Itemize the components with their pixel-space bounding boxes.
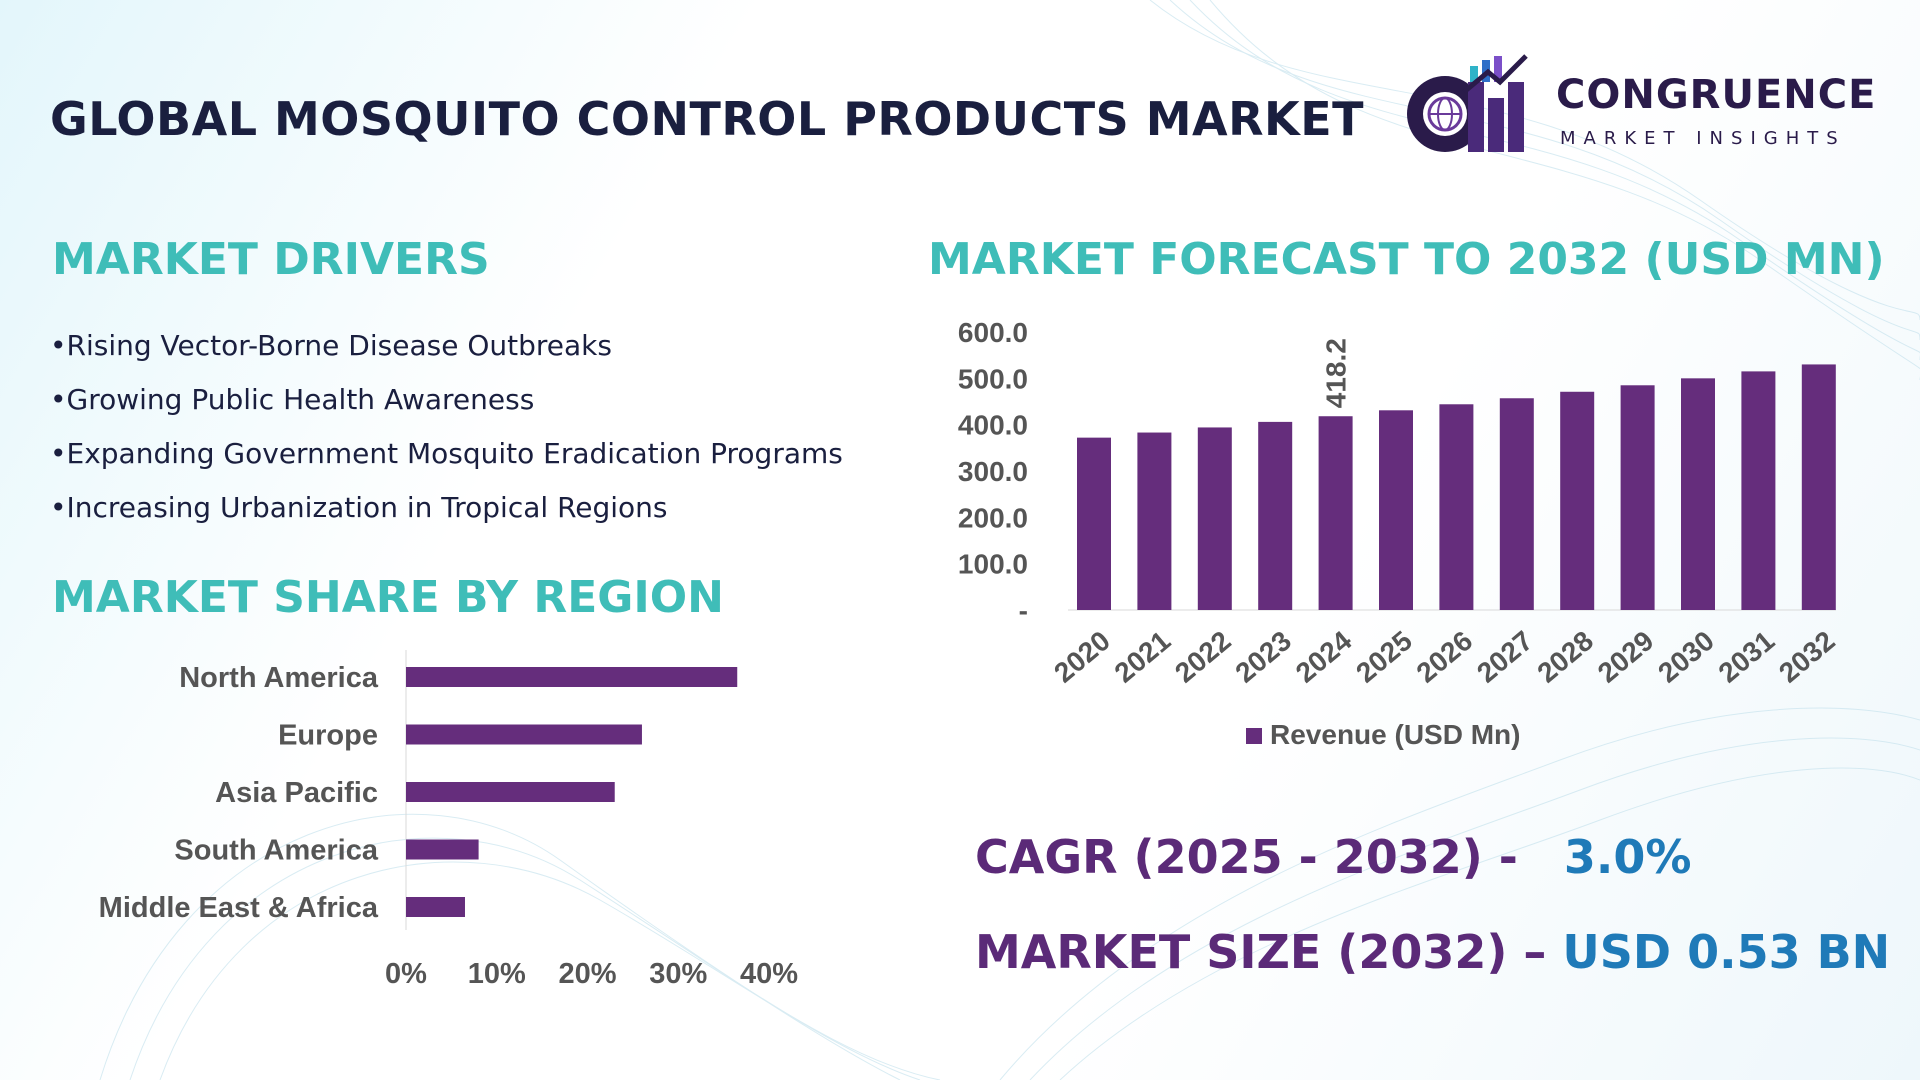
region-bar (406, 667, 738, 687)
forecast-x-tick-label: 2023 (1229, 625, 1297, 689)
forecast-x-tick-label: 2025 (1350, 625, 1418, 689)
drivers-list: Rising Vector-Borne Disease Outbreaks Gr… (50, 322, 843, 538)
region-bar (406, 839, 479, 860)
market-size-label: MARKET SIZE (2032) – (975, 925, 1547, 979)
forecast-x-tick-label: 2021 (1109, 625, 1177, 689)
cagr-kpi: CAGR (2025 - 2032) - 3.0% (975, 830, 1691, 884)
drivers-heading: MARKET DRIVERS (52, 234, 490, 285)
region-category-label: Asia Pacific (215, 777, 378, 809)
forecast-x-tick-label: 2026 (1411, 625, 1479, 689)
forecast-y-tick-label: 100.0 (958, 549, 1028, 580)
forecast-x-tick-label: 2022 (1169, 625, 1237, 689)
forecast-bar (1379, 410, 1413, 610)
company-logo: CONGRUENCE MARKET INSIGHTS (1400, 52, 1880, 162)
page-title: GLOBAL MOSQUITO CONTROL PRODUCTS MARKET (50, 92, 1364, 146)
globe-bar-chart-arrow-icon (1407, 54, 1528, 152)
driver-item: Increasing Urbanization in Tropical Regi… (50, 484, 843, 538)
forecast-x-tick-label: 2027 (1471, 625, 1539, 689)
forecast-x-tick-label: 2032 (1773, 625, 1841, 689)
cagr-label: CAGR (2025 - 2032) - (975, 830, 1518, 884)
region-bar (406, 782, 615, 802)
region-tick-label: 0% (385, 958, 427, 990)
market-size-value: USD 0.53 BN (1562, 925, 1891, 979)
forecast-y-tick-label: 600.0 (958, 317, 1028, 348)
region-category-label: South America (174, 835, 378, 867)
forecast-x-tick-label: 2029 (1592, 625, 1660, 689)
forecast-bar (1077, 437, 1111, 610)
forecast-y-tick-label: 400.0 (958, 410, 1028, 441)
region-tick-label: 20% (558, 958, 616, 990)
driver-item: Growing Public Health Awareness (50, 376, 843, 430)
forecast-bar (1560, 391, 1595, 610)
forecast-x-tick-label: 2024 (1290, 625, 1358, 689)
region-category-label: Middle East & Africa (99, 892, 379, 924)
forecast-y-tick-label: - (1019, 595, 1028, 626)
region-bar (406, 897, 465, 917)
region-share-chart: North America Europe Asia Pacific South Ame… (99, 650, 798, 990)
forecast-x-tick-label: 2030 (1652, 625, 1720, 689)
forecast-bar (1258, 421, 1293, 610)
forecast-bar (1439, 404, 1474, 610)
region-tick-label: 40% (740, 958, 798, 990)
forecast-chart: -100.0200.0300.0400.0500.0600.0202020212… (958, 317, 1841, 750)
region-category-label: Europe (278, 720, 378, 752)
region-category-label: North America (179, 662, 379, 694)
forecast-y-tick-label: 300.0 (958, 456, 1028, 487)
forecast-x-tick-label: 2020 (1048, 625, 1116, 689)
cagr-value: 3.0% (1563, 830, 1692, 884)
legend-label: Revenue (USD Mn) (1270, 719, 1520, 750)
forecast-y-tick-label: 200.0 (958, 502, 1028, 533)
region-tick-label: 10% (468, 958, 526, 990)
forecast-bar (1681, 378, 1715, 610)
logo-subtitle: MARKET INSIGHTS (1560, 128, 1846, 149)
forecast-x-tick-label: 2031 (1713, 625, 1781, 689)
legend-swatch (1246, 728, 1262, 744)
forecast-bar (1137, 432, 1172, 610)
driver-item: Expanding Government Mosquito Eradicatio… (50, 430, 843, 484)
forecast-bar (1318, 416, 1353, 610)
forecast-bar (1801, 364, 1836, 610)
market-size-kpi: MARKET SIZE (2032) – USD 0.53 BN (975, 925, 1890, 979)
logo-name: CONGRUENCE (1556, 72, 1877, 118)
forecast-bar (1197, 427, 1232, 610)
forecast-heading: MARKET FORECAST TO 2032 (USD MN) (928, 234, 1885, 285)
forecast-bar (1499, 398, 1534, 610)
forecast-bar (1741, 371, 1776, 610)
forecast-x-tick-label: 2028 (1531, 625, 1599, 689)
driver-item: Rising Vector-Borne Disease Outbreaks (50, 322, 843, 376)
forecast-bar (1620, 385, 1655, 610)
forecast-data-label: 418.2 (1321, 338, 1352, 408)
region-tick-label: 30% (649, 958, 707, 990)
share-heading: MARKET SHARE BY REGION (52, 572, 724, 623)
forecast-y-tick-label: 500.0 (958, 363, 1028, 394)
region-bar (406, 724, 642, 745)
